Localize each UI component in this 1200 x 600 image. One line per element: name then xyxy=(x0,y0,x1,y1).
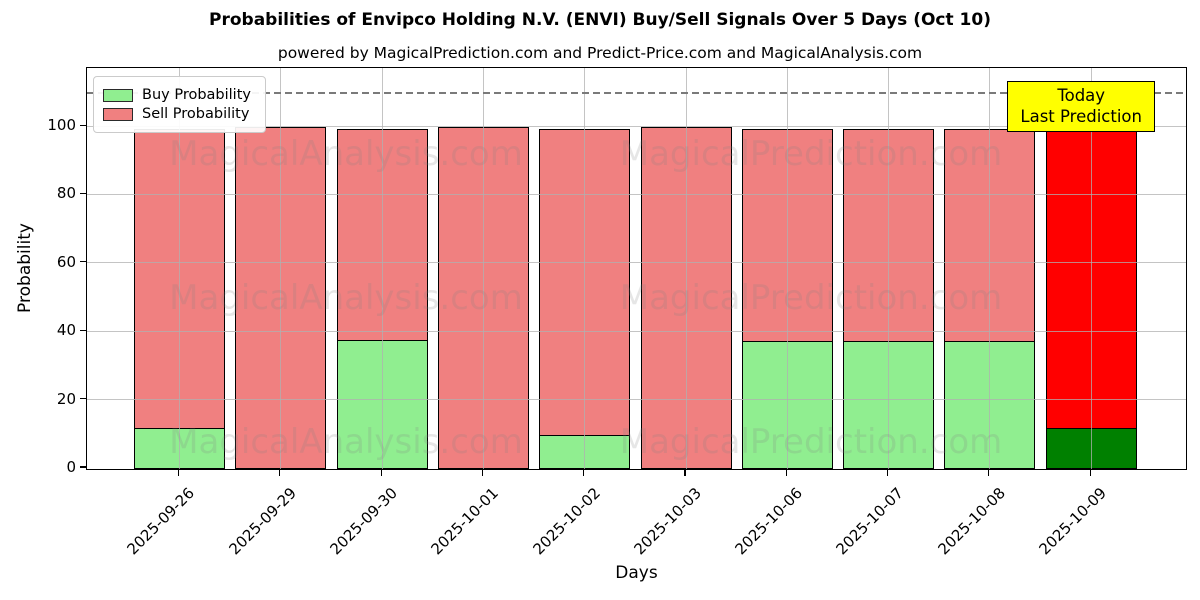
threshold-dashed-line xyxy=(87,91,1186,94)
x-tick-mark xyxy=(177,470,180,476)
legend: Buy Probability Sell Probability xyxy=(93,76,266,133)
x-tick-mark xyxy=(583,470,585,476)
vertical-gridline xyxy=(280,68,282,469)
y-tick-label: 60 xyxy=(56,252,76,271)
vertical-gridline xyxy=(989,68,991,469)
chart-subtitle: powered by MagicalPrediction.com and Pre… xyxy=(277,44,923,62)
vertical-gridline xyxy=(179,68,180,469)
horizontal-gridline xyxy=(87,193,1186,195)
today-line1: Today xyxy=(1057,86,1106,105)
x-tick-label: 2025-10-07 xyxy=(832,484,908,559)
vertical-gridline xyxy=(584,68,586,469)
x-tick-label: 2025-09-30 xyxy=(326,484,401,559)
y-tick-label: 0 xyxy=(66,458,76,476)
horizontal-gridline xyxy=(87,125,1186,127)
horizontal-gridline xyxy=(87,262,1186,264)
x-tick-mark xyxy=(785,470,787,476)
x-tick-mark xyxy=(684,470,686,476)
legend-label-buy: Buy Probability xyxy=(142,87,251,103)
x-tick-label: 2025-10-08 xyxy=(934,484,1009,559)
sell-swatch-icon xyxy=(103,107,133,121)
x-tick-mark xyxy=(279,470,281,476)
legend-item-buy: Buy Probability xyxy=(103,87,251,103)
vertical-gridline xyxy=(888,68,890,469)
x-tick-mark xyxy=(481,470,483,476)
y-tick-label: 80 xyxy=(56,184,76,203)
y-tick-mark xyxy=(80,124,86,126)
y-tick-label: 20 xyxy=(56,389,76,408)
x-tick-mark xyxy=(988,470,990,476)
horizontal-gridline xyxy=(87,330,1186,332)
x-tick-label: 2025-10-03 xyxy=(630,484,705,559)
x-tick-mark xyxy=(887,470,889,476)
y-tick-mark xyxy=(80,261,86,263)
x-tick-mark xyxy=(1089,470,1091,476)
y-tick-mark xyxy=(80,329,86,331)
today-line2: Last Prediction xyxy=(1020,107,1142,127)
y-tick-mark xyxy=(80,398,86,400)
chart-title: Probabilities of Envipco Holding N.V. (E… xyxy=(209,10,991,30)
x-tick-label: 2025-10-02 xyxy=(529,484,604,559)
vertical-gridline xyxy=(1090,68,1092,469)
x-axis-label: Days xyxy=(615,563,658,583)
x-tick-label: 2025-10-09 xyxy=(1035,484,1110,559)
x-tick-mark xyxy=(380,470,382,476)
x-tick-label: 2025-09-29 xyxy=(225,484,300,559)
y-tick-label: 40 xyxy=(56,321,76,340)
x-tick-label: 2025-10-01 xyxy=(427,484,503,559)
y-tick-mark xyxy=(80,192,86,195)
y-tick-mark xyxy=(80,466,86,468)
today-annotation-box: Today Last Prediction xyxy=(1007,81,1155,132)
vertical-gridline xyxy=(482,68,484,469)
vertical-gridline xyxy=(786,68,788,469)
plot-area: MagicalAnalysis.com MagicalPrediction.com… xyxy=(86,67,1187,470)
x-tick-label: 2025-09-26 xyxy=(123,484,199,559)
legend-label-sell: Sell Probability xyxy=(142,106,250,122)
vertical-gridline xyxy=(381,68,383,469)
buy-swatch-icon xyxy=(103,88,133,102)
legend-item-sell: Sell Probability xyxy=(103,106,251,122)
y-tick-label: 100 xyxy=(47,116,76,135)
x-tick-label: 2025-10-06 xyxy=(731,484,807,559)
vertical-gridline xyxy=(685,68,687,469)
horizontal-gridline xyxy=(87,399,1186,401)
